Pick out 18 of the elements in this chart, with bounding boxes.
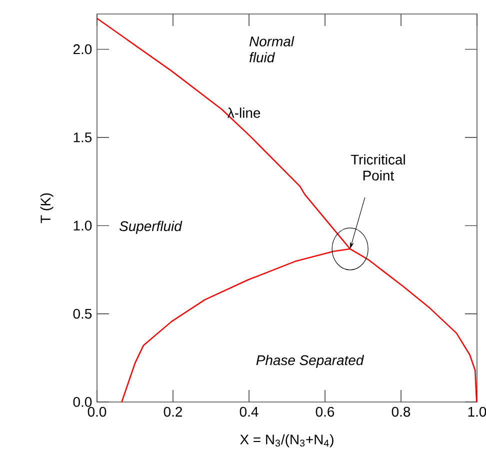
y-tick-label: 2.0 (73, 44, 92, 54)
annotation: Phase Separated (256, 354, 364, 368)
y-tick-label: 0.5 (73, 308, 92, 319)
y-tick-label: 1.0 (74, 220, 92, 231)
y-tick-label: 1.5 (74, 132, 92, 142)
x-tick-label: 0.6 (316, 406, 334, 417)
annotation: Superfluid (119, 220, 182, 234)
x-tick-label: 0.2 (164, 406, 182, 417)
annotation: Normal fluid (249, 36, 294, 62)
y-tick-label: 0.0 (73, 397, 92, 407)
y-axis-title: T (K) (40, 193, 54, 224)
annotation: Tricritical Point (350, 154, 405, 181)
x-axis-title: X = N$_{3}$/(N$_{3}$+N$_{4}$) (240, 434, 334, 448)
x-tick-label: 1.0 (468, 406, 486, 417)
x-tick-label: 0.8 (392, 406, 410, 417)
annotation: λ-line (227, 108, 260, 118)
x-tick-label: 0.4 (240, 406, 258, 417)
x-tick-label: 0.0 (88, 406, 106, 417)
